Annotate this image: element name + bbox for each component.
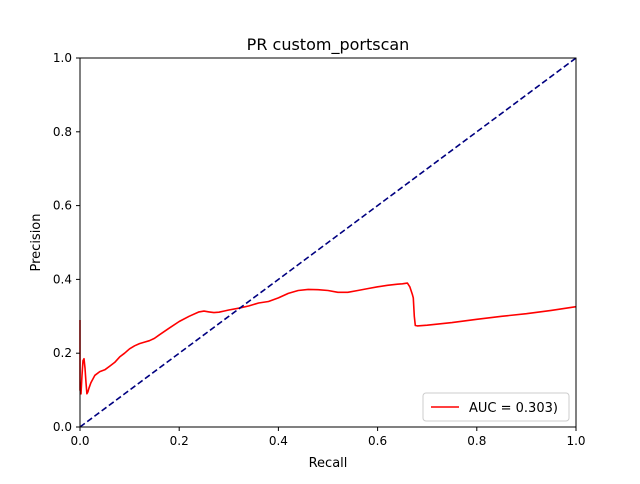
y-tick-label: 0.2 [53, 346, 72, 360]
legend-box [422, 392, 570, 422]
y-tick-label: 1.0 [53, 51, 72, 65]
series-layer [79, 57, 577, 428]
x-tick-label: 1.0 [566, 434, 585, 448]
y-tick-label: 0.4 [53, 272, 72, 286]
chart-title: PR custom_portscan [247, 35, 410, 55]
diagonal-reference-line [79, 57, 577, 428]
x-tick-label: 0.0 [70, 434, 89, 448]
series-line-0 [79, 282, 577, 395]
x-tick-label: 0.6 [368, 434, 387, 448]
x-axis-label: Recall [309, 456, 348, 471]
x-tick-label: 0.4 [269, 434, 288, 448]
y-tick-label: 0.6 [53, 199, 72, 213]
x-tick-label: 0.2 [170, 434, 189, 448]
plot-frame [79, 57, 577, 428]
legend: AUC = 0.303) [422, 392, 570, 422]
x-tick-label: 0.8 [467, 434, 486, 448]
y-axis: 0.0 0.2 0.4 0.6 0.8 1.0 [53, 51, 80, 434]
y-axis-label: Precision [29, 213, 44, 271]
legend-label-auc: AUC = 0.303) [469, 401, 558, 416]
x-axis: 0.0 0.2 0.4 0.6 0.8 1.0 [70, 427, 586, 448]
y-tick-label: 0.0 [53, 420, 72, 434]
y-tick-label: 0.8 [53, 125, 72, 139]
